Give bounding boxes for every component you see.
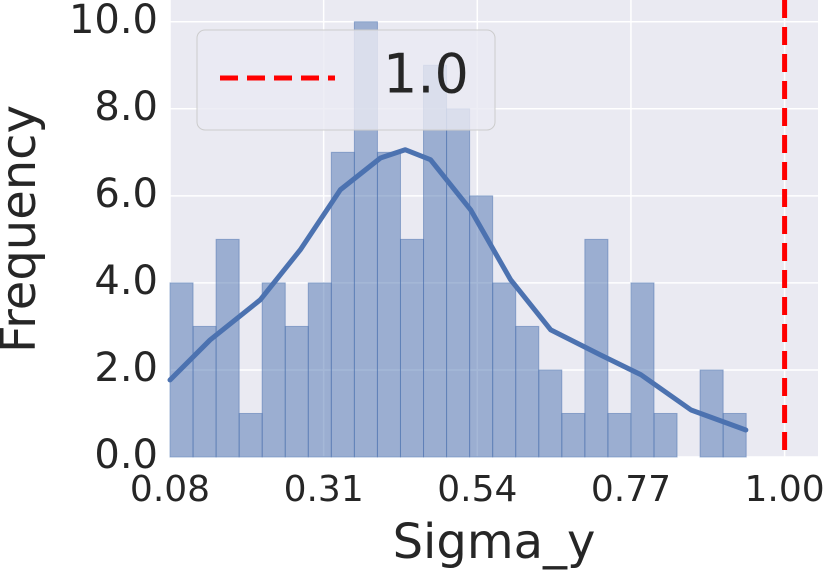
bar	[607, 412, 632, 458]
bar	[446, 108, 471, 458]
legend-box	[196, 29, 496, 131]
bar	[722, 412, 747, 458]
y-tick-label: 0.0	[94, 432, 158, 478]
y-axis-label: Frequency	[0, 105, 47, 353]
bar	[653, 412, 678, 458]
bar	[515, 325, 540, 458]
kde-line	[167, 147, 749, 433]
y-tick-label: 6.0	[94, 171, 158, 217]
y-tick-label: 10.0	[69, 0, 158, 43]
x-axis-label: Sigma_y	[393, 514, 596, 570]
legend: 1.0	[196, 29, 496, 131]
bar	[538, 369, 563, 458]
y-tick-label: 8.0	[94, 84, 158, 130]
bar	[376, 151, 401, 458]
x-tick-label: 0.08	[130, 469, 210, 510]
bar	[561, 412, 586, 458]
x-tick-label: 1.00	[745, 469, 825, 510]
x-tick-label: 0.54	[437, 469, 517, 510]
y-tick-label: 2.0	[94, 345, 158, 391]
bar	[215, 238, 240, 458]
x-tick-label: 0.77	[591, 469, 671, 510]
bar	[469, 195, 494, 458]
bar	[492, 282, 517, 458]
bar	[399, 238, 425, 458]
bar	[238, 412, 263, 458]
y-tick-label: 4.0	[94, 258, 158, 304]
bar	[261, 282, 286, 458]
bar	[284, 325, 309, 458]
legend-label: 1.0	[383, 43, 469, 106]
x-tick-label: 0.31	[284, 469, 364, 510]
bar	[307, 282, 332, 458]
